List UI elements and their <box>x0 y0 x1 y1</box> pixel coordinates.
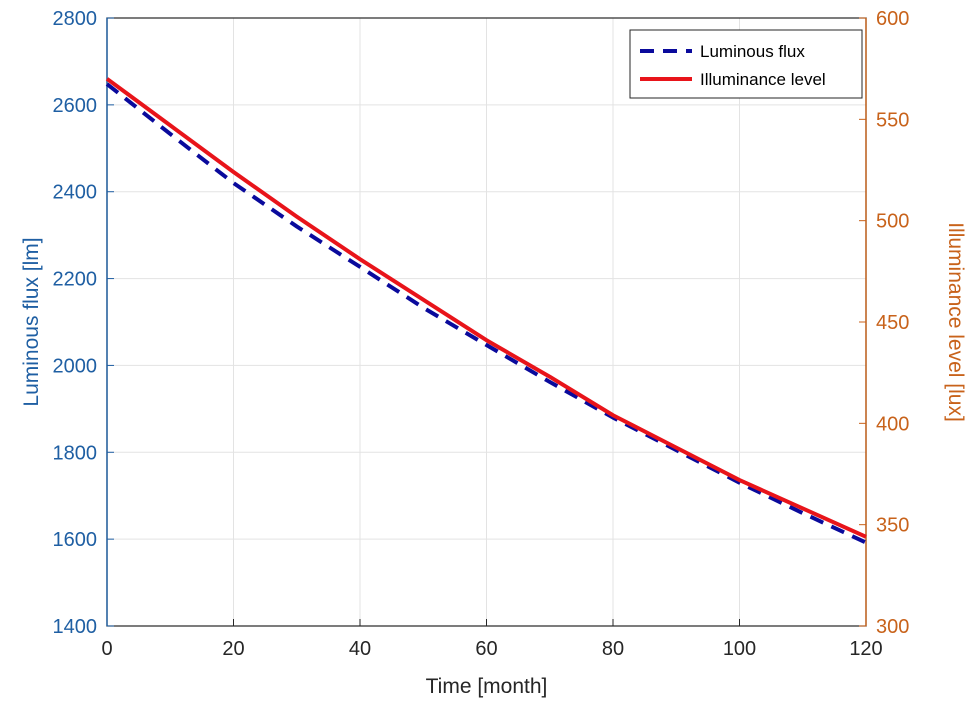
y-right-tick-label: 400 <box>876 413 909 435</box>
y-left-tick-label: 1800 <box>53 442 98 464</box>
y-right-tick-label: 450 <box>876 312 909 334</box>
y-left-tick-label: 2000 <box>53 355 98 377</box>
y-right-tick-label: 550 <box>876 109 909 131</box>
y-axis-left-title: Luminous flux [lm] <box>20 237 43 406</box>
y-left-tick-label: 2400 <box>53 182 98 204</box>
y-right-tick-label: 600 <box>876 8 909 30</box>
legend: Luminous flux Illuminance level <box>629 29 863 99</box>
series-layer <box>105 77 867 545</box>
y-right-tick-label: 300 <box>876 616 909 638</box>
x-tick-label: 60 <box>475 638 497 660</box>
y-left-tick-label: 2800 <box>53 8 98 30</box>
y-left-tick-label: 1400 <box>53 616 98 638</box>
y-left-tick-label: 2200 <box>53 269 98 291</box>
series-line-illuminance-level <box>105 77 867 539</box>
y-left-tick-label: 2600 <box>53 95 98 117</box>
x-tick-label: 80 <box>602 638 624 660</box>
grid <box>106 17 867 627</box>
x-axis-title: Time [month] <box>426 675 548 698</box>
x-tick-label: 100 <box>723 638 756 660</box>
y-right-tick-label: 500 <box>876 211 909 233</box>
y-axis-right-title: Illuminance level [lux] <box>944 222 966 422</box>
legend-box <box>629 29 863 99</box>
x-tick-label: 40 <box>349 638 371 660</box>
series-line-luminous-flux <box>105 82 867 545</box>
legend-label-illuminance-level: Illuminance level <box>700 70 826 89</box>
x-tick-label: 20 <box>222 638 244 660</box>
y-left-tick-label: 1600 <box>53 529 98 551</box>
y-right-tick-label: 350 <box>876 515 909 537</box>
legend-label-luminous-flux: Luminous flux <box>700 42 805 61</box>
x-tick-label: 120 <box>849 638 882 660</box>
ticks: 0 20 40 60 80 100 120 1400 1600 1800 2000 2200 2400 2… <box>53 8 910 660</box>
x-tick-label: 0 <box>101 638 112 660</box>
